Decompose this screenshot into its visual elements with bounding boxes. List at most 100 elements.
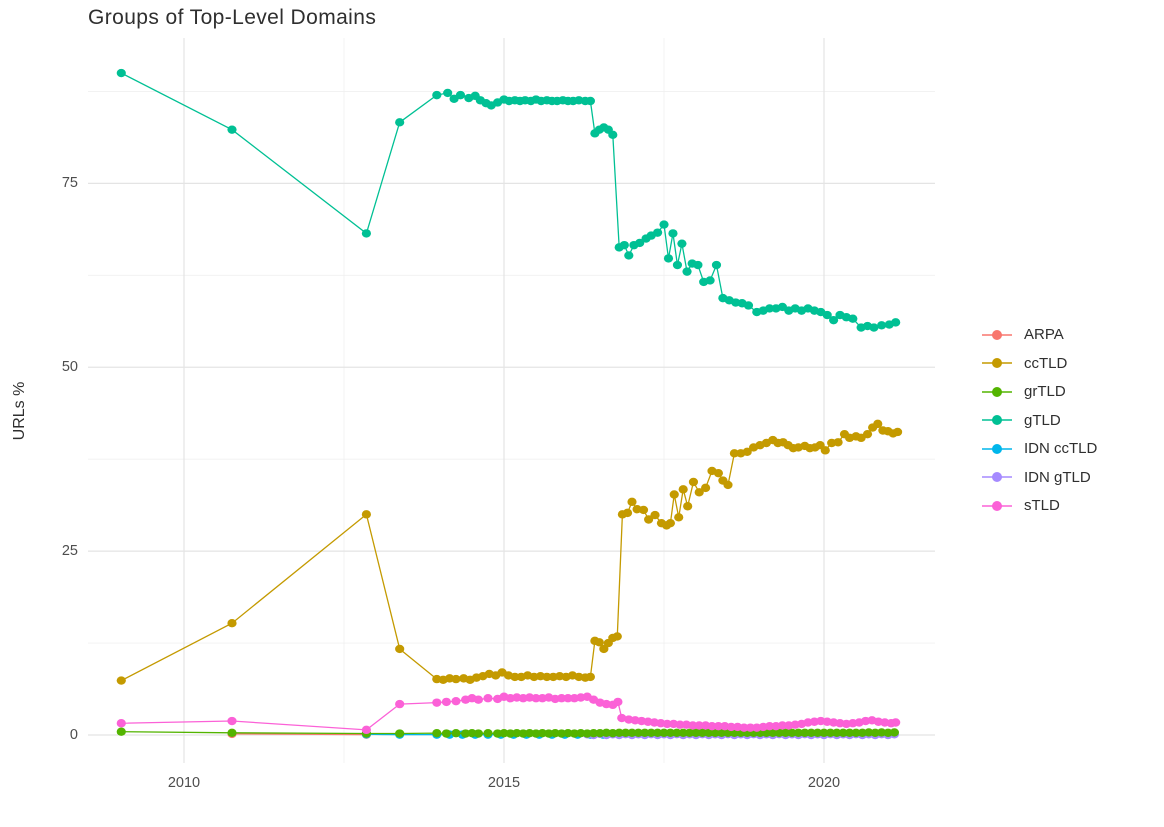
- series-point-gtld: [877, 321, 887, 330]
- series-point-grtld: [889, 728, 900, 737]
- series-point-stld: [116, 719, 126, 728]
- series-point-grtld: [685, 728, 695, 737]
- series-point-stld: [441, 697, 451, 707]
- series-point-stld: [726, 722, 736, 732]
- series-point-gtld: [677, 239, 687, 248]
- series-point-gtld: [891, 318, 901, 327]
- series-point-cctld: [701, 483, 711, 493]
- series-point-cctld: [612, 632, 622, 641]
- series-point-grtld: [665, 728, 676, 737]
- legend-label: sTLD: [1024, 497, 1060, 514]
- series-point-stld: [563, 694, 573, 703]
- series-point-stld: [613, 697, 623, 707]
- series-point-gtld: [443, 88, 453, 98]
- legend: ARPA ccTLD grTLD gTLD IDN ccTLD IDN gTLD sTLD: [982, 325, 1097, 525]
- series-point-grtld: [819, 728, 829, 737]
- series-point-stld: [675, 720, 685, 729]
- series-point-grtld: [838, 728, 848, 737]
- legend-item-idn-cctld: IDN ccTLD: [982, 439, 1097, 458]
- series-point-gtld: [432, 90, 442, 100]
- series-point-grtld: [774, 728, 784, 737]
- series-line-arpa: [231, 733, 367, 736]
- series-point-stld: [694, 721, 704, 730]
- series-point-gtld: [682, 267, 692, 276]
- series-point-cctld: [644, 515, 654, 524]
- series-point-cctld: [688, 477, 699, 487]
- series-point-grtld: [800, 728, 810, 737]
- series-point-stld: [777, 721, 788, 730]
- series-point-grtld: [832, 728, 842, 737]
- series-point-cctld: [723, 480, 733, 490]
- series-point-gtld: [743, 301, 754, 310]
- series-point-grtld: [717, 728, 727, 737]
- series-point-stld: [557, 694, 567, 703]
- series-point-gtld: [663, 254, 674, 263]
- series-point-gtld: [672, 260, 683, 270]
- series-point-stld: [688, 721, 698, 730]
- series-point-grtld: [451, 728, 461, 738]
- series-point-stld: [361, 725, 371, 735]
- series-point-grtld: [116, 727, 126, 736]
- series-point-cctld: [873, 419, 883, 429]
- series-point-grtld: [395, 729, 405, 738]
- series-point-cctld: [833, 438, 843, 447]
- series-point-grtld: [653, 728, 663, 737]
- x-tick-label: 2010: [167, 775, 201, 791]
- series-point-grtld: [710, 728, 720, 737]
- series-point-grtld: [640, 728, 650, 737]
- series-point-cctld: [116, 676, 126, 685]
- series-point-cctld: [665, 518, 676, 528]
- legend-key-icon: [982, 439, 1012, 458]
- series-point-cctld: [510, 672, 520, 682]
- series-point-gtld: [116, 68, 126, 78]
- series-point-grtld: [851, 728, 861, 737]
- x-tick-label: 2015: [487, 775, 521, 791]
- series-point-stld: [739, 723, 749, 732]
- series-point-grtld: [473, 729, 483, 738]
- series-point-gtld: [705, 276, 715, 285]
- series-point-cctld: [542, 672, 552, 682]
- legend-item-cctld: ccTLD: [982, 354, 1097, 373]
- series-line-cctld: [120, 422, 898, 682]
- legend-item-idn-gtld: IDN gTLD: [982, 468, 1097, 487]
- series-point-cctld: [713, 468, 724, 478]
- series-point-grtld: [825, 728, 836, 737]
- series-point-cctld: [729, 449, 740, 458]
- series-point-cctld: [742, 447, 752, 457]
- series-point-stld: [713, 721, 724, 731]
- legend-item-grtld: grTLD: [982, 382, 1097, 401]
- series-point-gtld: [711, 260, 722, 270]
- series-point-grtld: [806, 728, 816, 737]
- series-point-gtld: [635, 238, 645, 248]
- series-point-grtld: [646, 728, 656, 737]
- series-point-cctld: [674, 513, 684, 522]
- series-point-gtld: [659, 220, 669, 229]
- legend-item-stld: sTLD: [982, 496, 1097, 515]
- series-point-gtld: [869, 323, 879, 332]
- legend-key-icon: [982, 411, 1012, 430]
- series-point-grtld: [432, 728, 442, 738]
- series-point-cctld: [622, 508, 633, 518]
- series-point-grtld: [697, 728, 708, 737]
- series-line-gtld: [120, 72, 896, 329]
- series-point-gtld: [395, 118, 405, 127]
- series-point-gtld: [848, 314, 858, 323]
- series-point-grtld: [845, 728, 855, 737]
- legend-label: gTLD: [1024, 411, 1061, 429]
- legend-key-icon: [982, 354, 1012, 373]
- series-point-gtld: [608, 130, 618, 140]
- chart-title: Groups of Top-Level Domains: [88, 6, 377, 29]
- series-point-grtld: [793, 728, 804, 737]
- legend-key-icon: [982, 468, 1012, 487]
- series-point-gtld: [455, 90, 466, 100]
- series-point-stld: [432, 698, 442, 707]
- legend-item-arpa: ARPA: [982, 325, 1097, 344]
- series-point-stld: [227, 716, 237, 726]
- series-point-gtld: [227, 125, 237, 134]
- series-point-stld: [483, 694, 493, 703]
- series-point-gtld: [829, 315, 839, 325]
- series-point-stld: [662, 719, 672, 729]
- legend-label: IDN gTLD: [1024, 468, 1091, 486]
- series-point-cctld: [820, 446, 830, 455]
- series-point-gtld: [624, 251, 634, 260]
